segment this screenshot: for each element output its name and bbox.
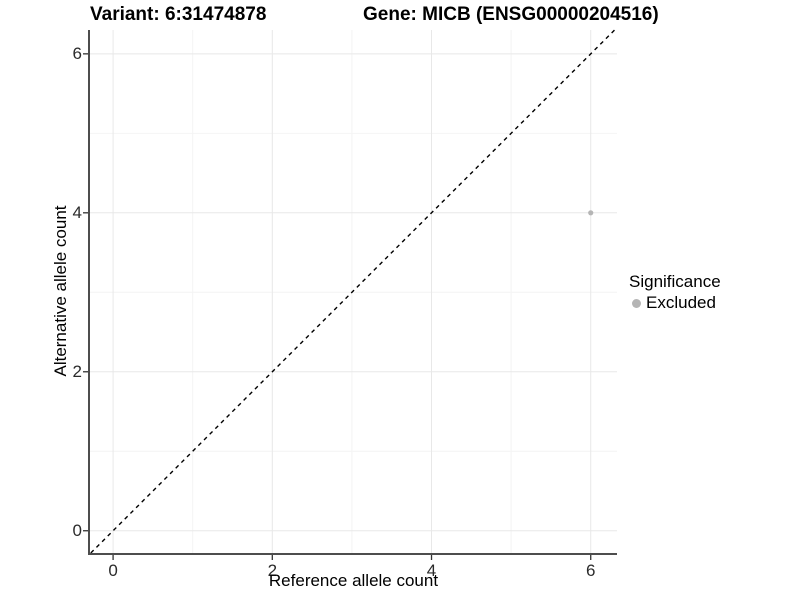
x-tick-label: 2	[267, 561, 278, 580]
identity-line	[90, 29, 616, 554]
x-tick-label: 4	[426, 561, 437, 580]
x-tick-label: 6	[585, 561, 596, 580]
y-tick-label: 6	[72, 43, 82, 63]
y-tick-label: 4	[72, 202, 82, 222]
legend-item-label: Excluded	[646, 293, 716, 312]
legend: Significance Excluded	[629, 272, 721, 313]
x-tick-label: 0	[108, 561, 118, 580]
legend-point-icon	[632, 298, 641, 308]
x-axis-title: Reference allele count	[268, 571, 439, 590]
data-point	[588, 210, 594, 216]
legend-item-excluded: Excluded	[629, 293, 721, 313]
y-tick-label: 0	[72, 520, 82, 540]
y-axis-title: Alternative allele count	[51, 205, 70, 377]
plot-title-variant: Variant: 6:31474878	[90, 4, 267, 25]
legend-title: Significance	[629, 272, 721, 291]
plot-title-gene: Gene: MICB (ENSG00000204516)	[363, 4, 659, 25]
y-tick-label: 2	[72, 361, 82, 381]
